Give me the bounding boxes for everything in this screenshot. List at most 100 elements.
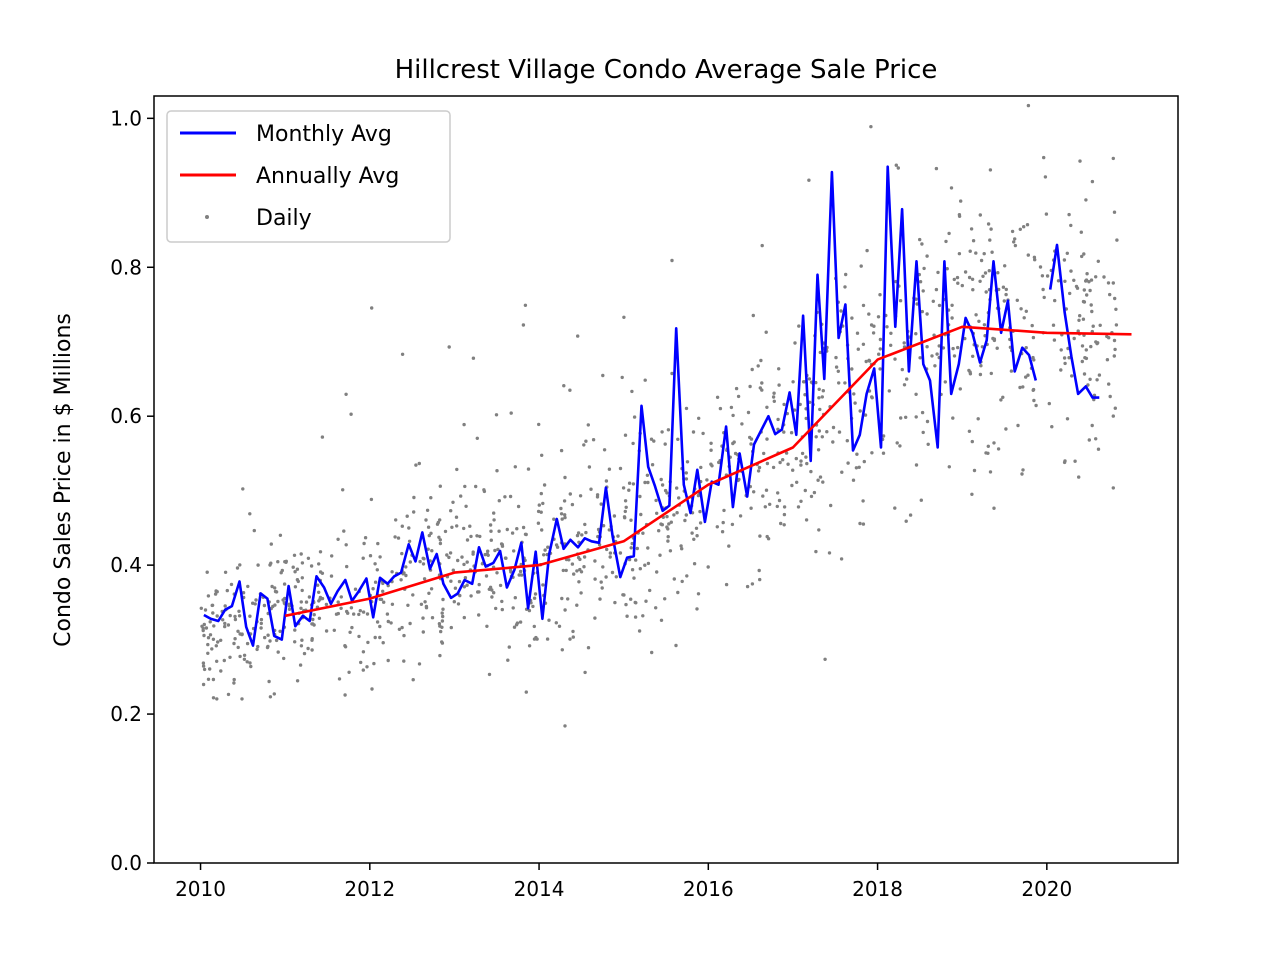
daily-point [605,547,609,552]
daily-point [599,580,603,584]
daily-point [779,521,783,526]
daily-point [665,514,669,519]
daily-point [697,416,701,420]
daily-point [663,442,667,446]
daily-scatter-layer [199,103,1119,728]
daily-point [1069,223,1073,228]
daily-point [989,227,993,231]
daily-point [869,125,873,129]
daily-point [756,364,760,368]
daily-point [831,440,835,444]
daily-point [622,315,626,319]
legend: Monthly Avg Annually Avg Daily [166,110,451,243]
daily-point [593,559,597,563]
daily-point [820,395,824,399]
daily-point [622,515,627,519]
daily-point [1044,212,1049,216]
daily-point [488,523,493,527]
daily-point [878,347,882,351]
daily-point [914,332,918,336]
daily-point [952,277,956,282]
daily-point [259,621,263,626]
daily-point [575,533,580,538]
daily-point [456,558,460,563]
daily-point [1063,361,1067,366]
daily-point [1087,280,1091,284]
daily-point [757,465,762,470]
daily-point [400,625,404,630]
daily-point [494,606,498,611]
daily-point [474,484,478,489]
daily-point [541,501,545,506]
daily-point [814,380,818,385]
daily-point [768,502,772,506]
daily-point [829,503,833,508]
daily-point [613,600,617,605]
daily-point [357,612,361,617]
daily-point [607,528,611,532]
daily-point [407,526,411,530]
daily-point [878,337,883,342]
daily-point [663,597,667,601]
daily-point [449,625,453,630]
daily-point [632,576,636,580]
daily-point [684,477,689,481]
daily-point [278,533,283,537]
daily-point [921,430,925,435]
daily-point [460,555,464,559]
daily-point [471,356,476,360]
daily-point [540,528,544,532]
daily-point [752,490,756,494]
daily-point [292,553,297,557]
daily-point [749,442,753,446]
daily-point [1091,324,1095,328]
daily-point [967,429,972,433]
daily-point [211,637,216,641]
daily-point [818,407,822,412]
daily-point [357,634,361,639]
daily-point [579,570,584,574]
daily-point [543,548,547,552]
daily-point [266,644,270,649]
y-tick-label: 0.8 [110,255,142,279]
daily-point [950,316,954,320]
daily-point [302,651,307,656]
daily-point [485,624,489,628]
daily-point [1023,375,1028,379]
daily-point [513,596,517,600]
x-tick-label: 2010 [175,877,226,901]
daily-point [854,466,859,470]
daily-point [1038,265,1043,269]
daily-point [1034,403,1038,408]
daily-point [821,480,825,484]
daily-point [660,430,664,434]
daily-point [947,231,951,236]
daily-point [934,287,939,292]
daily-point [1115,238,1119,242]
daily-point [237,614,242,618]
daily-point [213,592,218,596]
daily-point [601,524,606,528]
daily-point [1112,210,1117,214]
daily-point [1025,223,1030,227]
daily-point [201,628,205,633]
daily-point [684,471,688,475]
daily-point [643,378,647,382]
daily-point [519,573,524,577]
daily-point [670,371,674,376]
daily-point [1111,281,1116,285]
daily-point [393,535,397,539]
daily-point [513,465,517,469]
daily-point [857,465,861,469]
daily-point [318,550,323,554]
daily-point [512,549,516,553]
daily-point [722,508,726,513]
daily-point [855,452,859,456]
daily-point [542,483,547,487]
daily-point [776,491,780,495]
daily-point [295,679,300,683]
daily-point [971,288,975,292]
y-tick-label: 0.4 [110,553,142,577]
daily-point [790,483,794,488]
daily-point [1018,227,1022,231]
